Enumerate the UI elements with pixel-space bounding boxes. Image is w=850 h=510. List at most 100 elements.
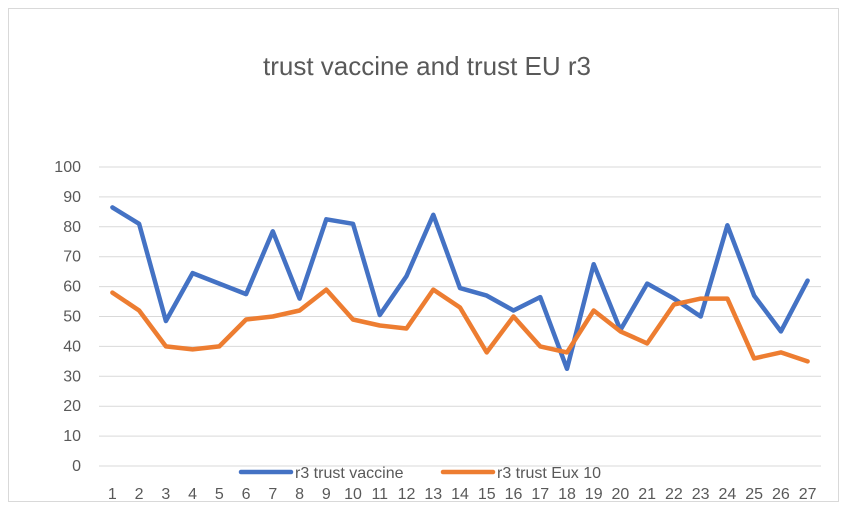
chart-frame: trust vaccine and trust EU r3 0 10 20 30 40 5… [8,8,839,503]
x-tick-label: 19 [585,486,603,503]
data-point [137,222,141,226]
data-point [324,217,328,221]
x-tick-label: 1 [108,486,117,503]
data-point [271,229,275,233]
x-tick-label: 10 [344,486,362,503]
x-tick-label: 4 [188,486,197,503]
x-tick-label: 2 [135,486,144,503]
data-point [244,292,248,296]
data-point [485,294,489,298]
series-0 [110,205,810,372]
x-tick-label: 6 [242,486,251,503]
data-point [164,344,168,348]
series-1 [110,287,810,364]
y-tick-label: 60 [63,279,81,296]
x-tick-label: 17 [531,486,549,503]
data-point [137,309,141,313]
x-tick-label: 27 [799,486,817,503]
data-point [405,326,409,330]
y-tick-label: 10 [63,428,81,445]
data-point [164,319,168,323]
data-point [511,315,515,318]
data-point [458,306,462,310]
data-point [752,356,756,360]
x-tick-label: 25 [745,486,763,503]
data-point [725,297,729,301]
data-point [511,309,515,313]
legend-item: r3 trust Eux 10 [440,465,601,482]
x-axis-ticks: 1 2 3 4 5 6 7 8 9 10 11 12 13 14 15 16 17 18 19 20 21 22 23 24 2… [108,486,817,503]
data-point [298,297,302,301]
data-point [431,213,435,217]
legend: r3 trust vaccine r3 trust Eux 10 [238,465,601,482]
y-axis-ticks: 0 10 20 30 40 50 60 70 80 90 100 [54,159,81,475]
data-point [271,315,275,318]
x-tick-label: 3 [161,486,170,503]
series-layer [110,205,810,372]
y-tick-label: 50 [63,309,81,326]
x-tick-label: 11 [371,486,388,503]
y-tick-label: 40 [63,338,81,355]
data-point [485,350,489,354]
x-tick-label: 22 [665,486,683,503]
y-tick-label: 20 [63,398,81,415]
data-point [217,282,221,286]
x-tick-label: 14 [451,486,469,503]
data-point [618,329,622,333]
data-point [378,313,382,317]
data-point [191,271,195,275]
data-point [565,350,569,354]
data-point [244,317,248,321]
legend-item: r3 trust vaccine [238,465,404,482]
x-tick-label: 20 [612,486,630,503]
data-point [672,303,676,307]
x-tick-label: 12 [398,486,416,503]
data-point [752,294,756,298]
data-point [191,347,195,351]
data-point [217,344,221,348]
data-point [592,262,596,266]
x-tick-label: 26 [772,486,790,503]
legend-label: r3 trust Eux 10 [497,465,601,482]
y-tick-label: 70 [63,249,81,266]
grid-layer [99,166,821,467]
y-tick-label: 80 [63,219,81,236]
data-point [779,329,783,333]
y-tick-label: 30 [63,368,81,385]
data-point [806,359,810,363]
data-point [351,317,355,321]
data-point [565,367,569,371]
data-point [645,341,649,345]
chart-title: trust vaccine and trust EU r3 [263,51,591,81]
x-tick-label: 23 [692,486,710,503]
x-tick-label: 15 [478,486,496,503]
data-point [538,295,542,299]
x-tick-label: 9 [322,486,331,503]
data-point [806,279,810,283]
legend-label: r3 trust vaccine [295,465,404,482]
x-tick-label: 18 [558,486,576,503]
x-tick-label: 5 [215,486,224,503]
line-chart: trust vaccine and trust EU r3 0 10 20 30 40 5… [54,51,821,503]
series-line [110,287,810,364]
x-tick-label: 24 [719,486,737,503]
data-point [699,315,703,318]
y-tick-label: 100 [54,159,81,176]
data-point [110,205,114,209]
x-tick-label: 13 [424,486,442,503]
y-tick-label: 90 [63,189,81,206]
data-point [699,297,703,301]
data-point [405,274,409,278]
data-point [378,323,382,327]
data-point [458,286,462,290]
x-tick-label: 7 [268,486,277,503]
data-point [592,309,596,313]
data-point [351,222,355,226]
x-tick-label: 21 [638,486,656,503]
data-point [431,288,435,292]
x-tick-label: 16 [505,486,523,503]
data-point [779,350,783,354]
data-point [725,223,729,227]
x-tick-label: 8 [295,486,304,503]
data-point [645,282,649,286]
